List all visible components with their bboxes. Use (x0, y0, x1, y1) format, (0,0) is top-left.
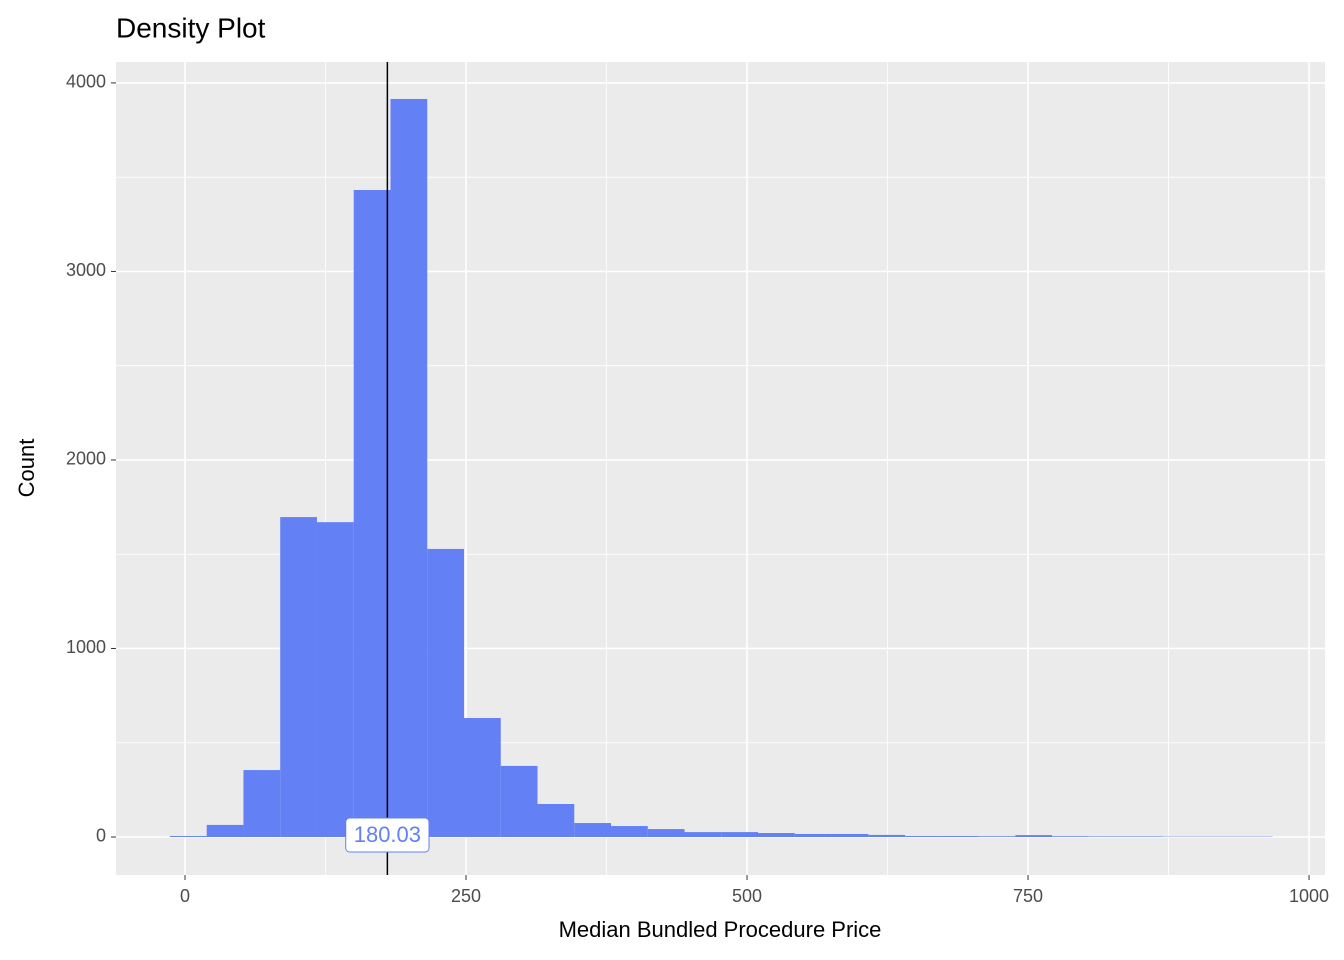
label-box (345, 817, 430, 853)
x-tick-label: 0 (180, 886, 190, 906)
bar (611, 826, 648, 837)
bar (794, 833, 832, 837)
bar (206, 824, 244, 837)
bar (280, 517, 317, 837)
bar (758, 833, 795, 837)
bar (390, 98, 428, 837)
vline-label-group: 180.03 (345, 817, 430, 853)
x-tick-label: 500 (732, 886, 762, 906)
bar (427, 548, 464, 837)
bar (1088, 836, 1126, 837)
bar (684, 832, 722, 837)
bar (574, 823, 612, 837)
bar (1015, 835, 1053, 837)
x-tick-label: 1000 (1289, 886, 1329, 906)
bar (721, 832, 759, 837)
chart-title: Density Plot (116, 12, 266, 43)
bar (1052, 836, 1089, 837)
y-tick-label: 3000 (66, 260, 106, 280)
bar (868, 834, 906, 837)
bar (647, 829, 685, 837)
x-tick-label: 750 (1013, 886, 1043, 906)
y-tick-label: 2000 (66, 449, 106, 469)
bar (169, 836, 207, 837)
y-tick-label: 0 (96, 826, 106, 846)
bar (537, 804, 575, 837)
x-tick-label: 250 (451, 886, 481, 906)
bar (353, 190, 391, 837)
vline-label: 180.03 (354, 822, 421, 847)
bar (316, 522, 354, 837)
bar (831, 833, 869, 837)
bar (978, 836, 1016, 837)
bar (941, 836, 979, 837)
y-axis-title: Count (14, 439, 39, 498)
y-tick-label: 1000 (66, 637, 106, 657)
y-tick-label: 4000 (66, 72, 106, 92)
bar (463, 718, 501, 837)
bar (1125, 836, 1163, 837)
x-axis-title: Median Bundled Procedure Price (559, 917, 882, 942)
bar (500, 765, 538, 837)
bar (243, 770, 281, 837)
bar (905, 836, 942, 837)
